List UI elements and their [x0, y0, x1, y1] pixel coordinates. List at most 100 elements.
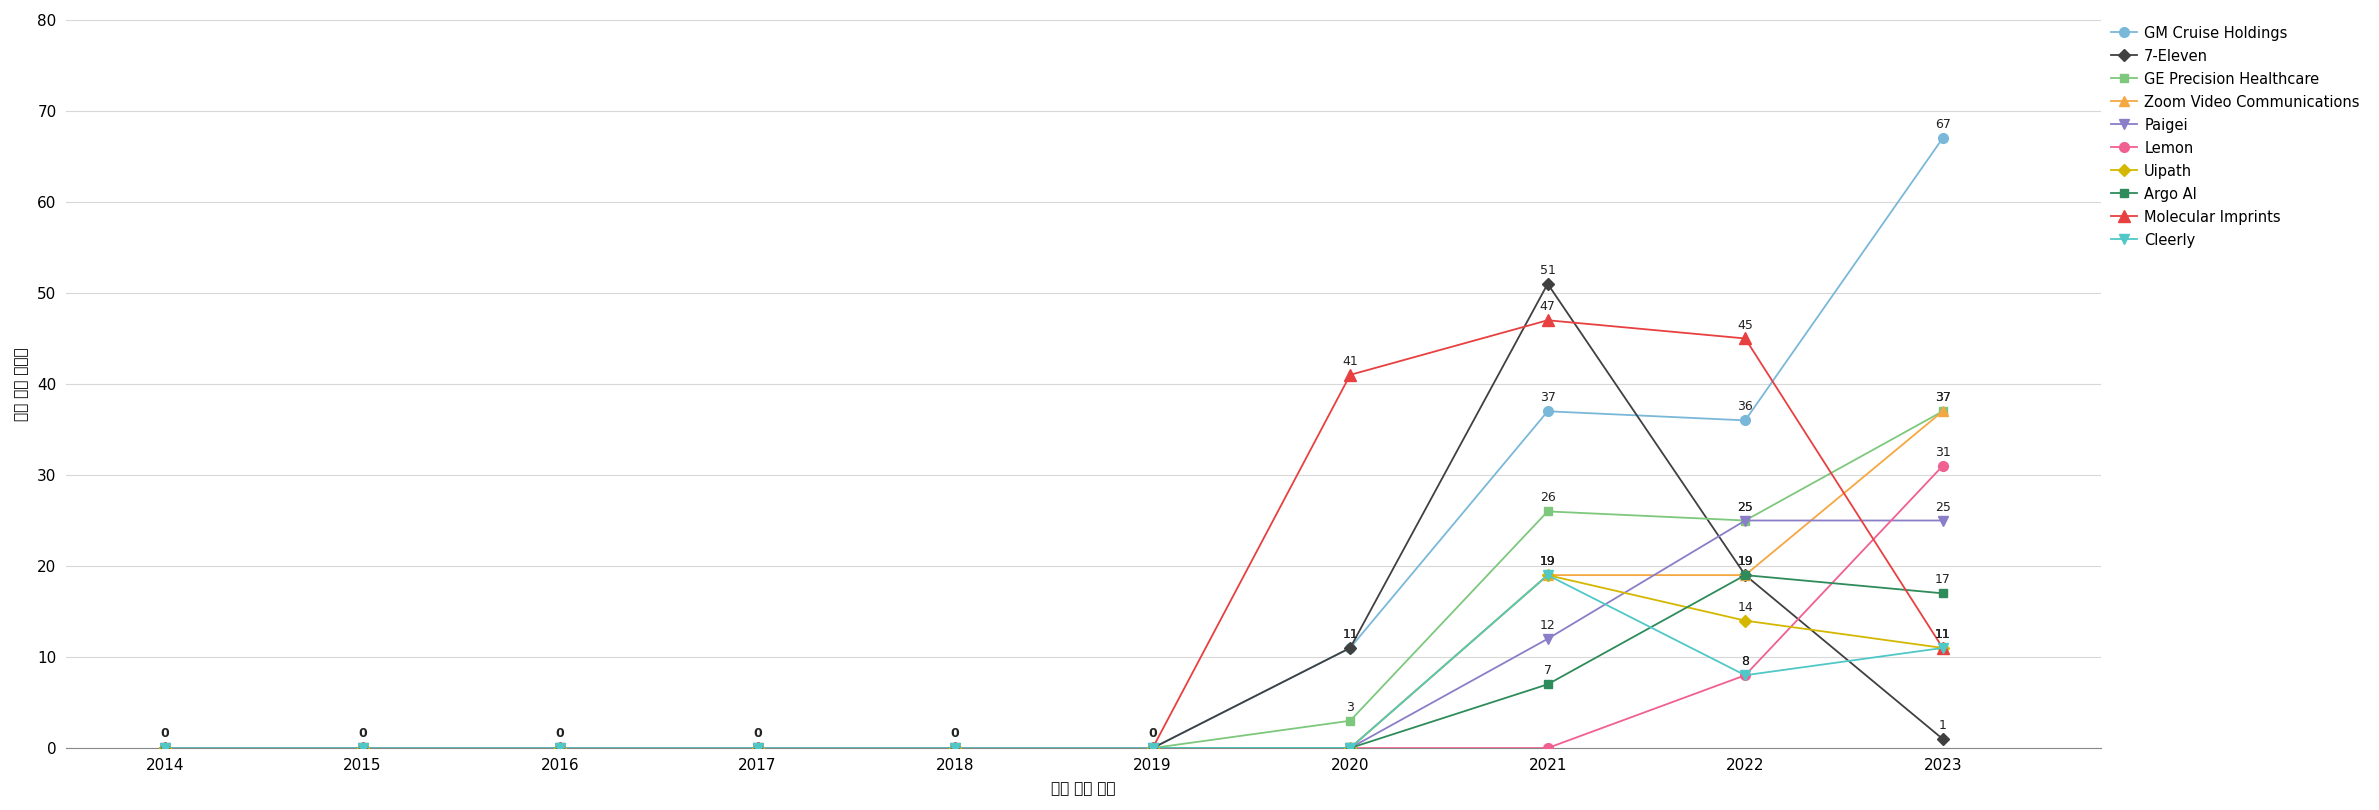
X-axis label: 특허 발행 연도: 특허 발행 연도	[1052, 781, 1116, 796]
GM Cruise Holdings	[545, 744, 573, 753]
Text: 11: 11	[1934, 628, 1951, 641]
Cleerly	[1337, 744, 1366, 753]
Text: 19: 19	[1539, 555, 1556, 568]
Text: 47: 47	[1539, 301, 1556, 313]
GE Precision Healthcare	[545, 744, 573, 753]
Cleerly	[1140, 744, 1168, 753]
Paigei	[347, 744, 376, 753]
Argo AI	[545, 744, 573, 753]
Line: GM Cruise Holdings: GM Cruise Holdings	[159, 134, 1948, 753]
Argo AI	[742, 744, 771, 753]
Uipath	[1534, 570, 1563, 580]
7-Eleven	[1534, 279, 1563, 288]
Text: 31: 31	[1934, 446, 1951, 459]
7-Eleven	[1929, 734, 1958, 744]
Molecular Imprints	[545, 744, 573, 753]
GM Cruise Holdings	[1534, 407, 1563, 416]
Molecular Imprints	[1140, 744, 1168, 753]
Paigei	[1337, 744, 1366, 753]
Uipath	[1337, 744, 1366, 753]
GM Cruise Holdings	[1337, 643, 1366, 653]
Paigei	[1929, 516, 1958, 526]
Lemon	[1337, 744, 1366, 753]
Paigei	[150, 744, 178, 753]
Zoom Video Communications	[1732, 570, 1760, 580]
Text: 19: 19	[1539, 555, 1556, 568]
GM Cruise Holdings	[347, 744, 376, 753]
Argo AI	[1534, 680, 1563, 689]
Text: 37: 37	[1539, 391, 1556, 404]
Text: 51: 51	[1539, 264, 1556, 277]
Lemon	[1929, 461, 1958, 471]
Uipath	[1929, 643, 1958, 653]
7-Eleven	[1732, 570, 1760, 580]
GE Precision Healthcare	[347, 744, 376, 753]
Paigei	[1140, 744, 1168, 753]
Zoom Video Communications	[1337, 744, 1366, 753]
Text: 0: 0	[557, 727, 564, 740]
Uipath	[347, 744, 376, 753]
Argo AI	[1337, 744, 1366, 753]
Text: 17: 17	[1934, 573, 1951, 586]
7-Eleven	[1140, 744, 1168, 753]
GM Cruise Holdings	[1929, 134, 1958, 143]
Text: 11: 11	[1934, 628, 1951, 641]
Text: 25: 25	[1737, 501, 1753, 514]
Lemon	[1140, 744, 1168, 753]
Lemon	[1534, 744, 1563, 753]
7-Eleven	[150, 744, 178, 753]
Text: 0: 0	[952, 727, 959, 740]
Text: 36: 36	[1737, 400, 1753, 413]
Text: 0: 0	[162, 727, 169, 740]
GE Precision Healthcare	[150, 744, 178, 753]
7-Eleven	[347, 744, 376, 753]
Text: 26: 26	[1539, 492, 1556, 505]
Argo AI	[940, 744, 968, 753]
Line: Molecular Imprints: Molecular Imprints	[159, 315, 1948, 753]
GE Precision Healthcare	[1929, 407, 1958, 416]
Text: 45: 45	[1737, 318, 1753, 331]
Uipath	[545, 744, 573, 753]
Text: 19: 19	[1737, 555, 1753, 568]
Text: 19: 19	[1737, 555, 1753, 568]
Text: 14: 14	[1737, 601, 1753, 614]
Lemon	[742, 744, 771, 753]
Text: 25: 25	[1737, 501, 1753, 514]
Molecular Imprints	[742, 744, 771, 753]
Line: Paigei: Paigei	[159, 516, 1948, 753]
7-Eleven	[742, 744, 771, 753]
Argo AI	[1732, 570, 1760, 580]
GM Cruise Holdings	[1140, 744, 1168, 753]
Cleerly	[347, 744, 376, 753]
Uipath	[1732, 616, 1760, 625]
Argo AI	[1929, 588, 1958, 598]
Paigei	[940, 744, 968, 753]
Cleerly	[545, 744, 573, 753]
Text: 1: 1	[1939, 719, 1946, 732]
Text: 37: 37	[1934, 391, 1951, 404]
Molecular Imprints	[940, 744, 968, 753]
GE Precision Healthcare	[1140, 744, 1168, 753]
GM Cruise Holdings	[940, 744, 968, 753]
Molecular Imprints	[1732, 334, 1760, 343]
Text: 11: 11	[1342, 628, 1358, 641]
Text: 67: 67	[1934, 118, 1951, 131]
Molecular Imprints	[150, 744, 178, 753]
Molecular Imprints	[347, 744, 376, 753]
GE Precision Healthcare	[1534, 506, 1563, 516]
Uipath	[742, 744, 771, 753]
Lemon	[940, 744, 968, 753]
GM Cruise Holdings	[150, 744, 178, 753]
Text: 41: 41	[1342, 355, 1358, 368]
Line: Lemon: Lemon	[159, 461, 1948, 753]
Molecular Imprints	[1534, 315, 1563, 325]
Line: GE Precision Healthcare: GE Precision Healthcare	[162, 407, 1946, 752]
Line: Uipath: Uipath	[162, 571, 1946, 752]
GE Precision Healthcare	[1732, 516, 1760, 526]
Text: 0: 0	[359, 727, 366, 740]
Y-axis label: 특허 출원 공개량: 특허 출원 공개량	[14, 347, 29, 420]
Lemon	[347, 744, 376, 753]
Cleerly	[742, 744, 771, 753]
Paigei	[545, 744, 573, 753]
GE Precision Healthcare	[1337, 716, 1366, 726]
